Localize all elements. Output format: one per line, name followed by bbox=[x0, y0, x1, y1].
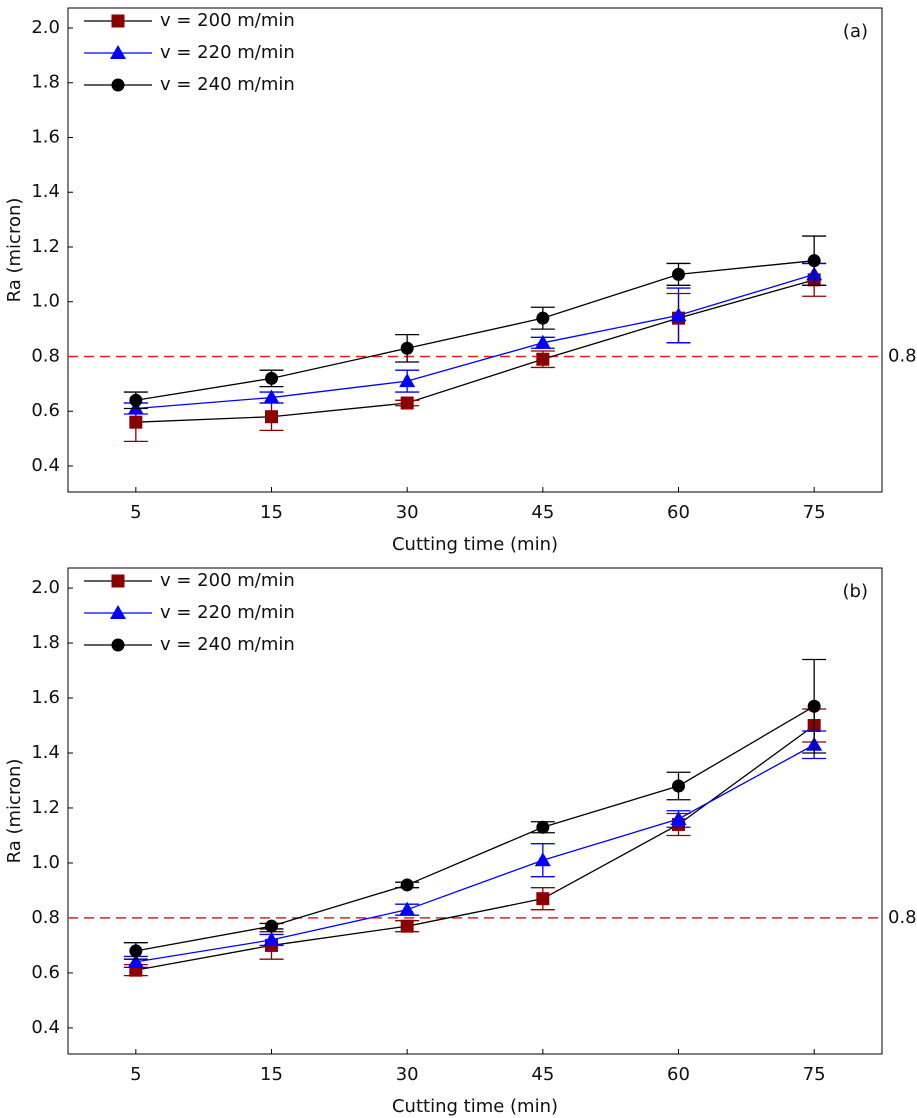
y-tick-label: 1.4 bbox=[31, 742, 60, 763]
marker bbox=[534, 852, 551, 867]
panel-label: (a) bbox=[843, 21, 868, 42]
marker bbox=[263, 389, 280, 404]
marker bbox=[265, 371, 278, 385]
marker bbox=[536, 311, 550, 325]
marker bbox=[400, 878, 414, 892]
legend-label: v = 200 m/min bbox=[160, 570, 295, 591]
legend-label: v = 240 m/min bbox=[160, 74, 295, 95]
marker bbox=[400, 396, 414, 410]
panel-label: (b) bbox=[843, 581, 868, 602]
plot-frame bbox=[67, 7, 883, 493]
legend-label: v = 220 m/min bbox=[160, 42, 295, 63]
x-tick-label: 45 bbox=[531, 1064, 554, 1085]
marker bbox=[536, 352, 550, 366]
x-tick-label: 60 bbox=[667, 1064, 690, 1085]
y-tick-label: 0.4 bbox=[31, 455, 60, 476]
legend-label: v = 240 m/min bbox=[160, 634, 295, 655]
marker bbox=[127, 953, 144, 968]
x-axis-label: Cutting time (min) bbox=[392, 1096, 558, 1117]
marker bbox=[672, 779, 685, 793]
x-tick-label: 75 bbox=[803, 1064, 826, 1085]
x-tick-label: 5 bbox=[130, 502, 141, 523]
marker bbox=[670, 810, 687, 825]
y-tick-label: 0.8 bbox=[31, 345, 60, 366]
x-tick-label: 15 bbox=[260, 502, 283, 523]
y-tick-label: 1.2 bbox=[31, 797, 60, 818]
x-tick-label: 30 bbox=[396, 1064, 419, 1085]
plot-frame bbox=[67, 567, 883, 1055]
y-tick-label: 0.4 bbox=[31, 1017, 60, 1038]
y-tick-label: 2.0 bbox=[31, 17, 60, 38]
y-tick-label: 0.8 bbox=[31, 907, 60, 928]
y-axis-label: Ra (micron) bbox=[4, 759, 25, 864]
marker bbox=[807, 699, 821, 713]
x-tick-label: 5 bbox=[130, 1064, 141, 1085]
x-tick-label: 45 bbox=[531, 502, 554, 523]
marker bbox=[534, 334, 551, 349]
legend-label: v = 220 m/min bbox=[160, 602, 295, 623]
y-tick-label: 1.0 bbox=[31, 291, 60, 312]
series-line bbox=[135, 260, 815, 401]
marker bbox=[670, 307, 687, 322]
marker bbox=[807, 254, 821, 268]
marker bbox=[536, 820, 550, 834]
marker bbox=[111, 574, 125, 588]
y-tick-label: 1.0 bbox=[31, 852, 60, 873]
marker bbox=[265, 410, 278, 424]
marker bbox=[129, 944, 143, 958]
y-tick-label: 0.6 bbox=[31, 400, 60, 421]
marker bbox=[265, 919, 278, 933]
y-tick-label: 1.8 bbox=[31, 72, 60, 93]
marker bbox=[111, 78, 125, 92]
marker bbox=[129, 393, 143, 407]
x-tick-label: 60 bbox=[667, 502, 690, 523]
series-line bbox=[135, 279, 815, 423]
marker bbox=[110, 605, 126, 619]
y-axis-label: Ra (micron) bbox=[4, 198, 25, 303]
y-tick-label: 1.6 bbox=[31, 126, 60, 147]
marker bbox=[110, 45, 126, 59]
reference-label: 0.8 bbox=[888, 907, 917, 928]
marker bbox=[111, 638, 125, 652]
y-tick-label: 2.0 bbox=[31, 577, 60, 598]
series-line bbox=[135, 273, 815, 410]
y-tick-label: 1.6 bbox=[31, 687, 60, 708]
y-tick-label: 1.2 bbox=[31, 236, 60, 257]
x-axis-label: Cutting time (min) bbox=[392, 534, 558, 555]
x-tick-label: 15 bbox=[260, 1064, 283, 1085]
x-tick-label: 30 bbox=[396, 502, 419, 523]
x-tick-label: 75 bbox=[803, 502, 826, 523]
reference-label: 0.8 bbox=[888, 345, 917, 366]
marker bbox=[129, 415, 143, 429]
series-line bbox=[135, 705, 815, 952]
y-tick-label: 0.6 bbox=[31, 962, 60, 983]
y-tick-label: 1.8 bbox=[31, 632, 60, 653]
series-line bbox=[135, 744, 815, 963]
marker bbox=[672, 267, 685, 281]
marker bbox=[111, 14, 125, 28]
marker bbox=[400, 341, 414, 355]
series-line bbox=[135, 724, 815, 971]
marker bbox=[400, 919, 414, 933]
y-tick-label: 1.4 bbox=[31, 181, 60, 202]
marker bbox=[399, 901, 416, 916]
marker bbox=[399, 373, 416, 388]
marker bbox=[536, 892, 550, 906]
marker bbox=[263, 931, 280, 946]
legend-label: v = 200 m/min bbox=[160, 10, 295, 31]
